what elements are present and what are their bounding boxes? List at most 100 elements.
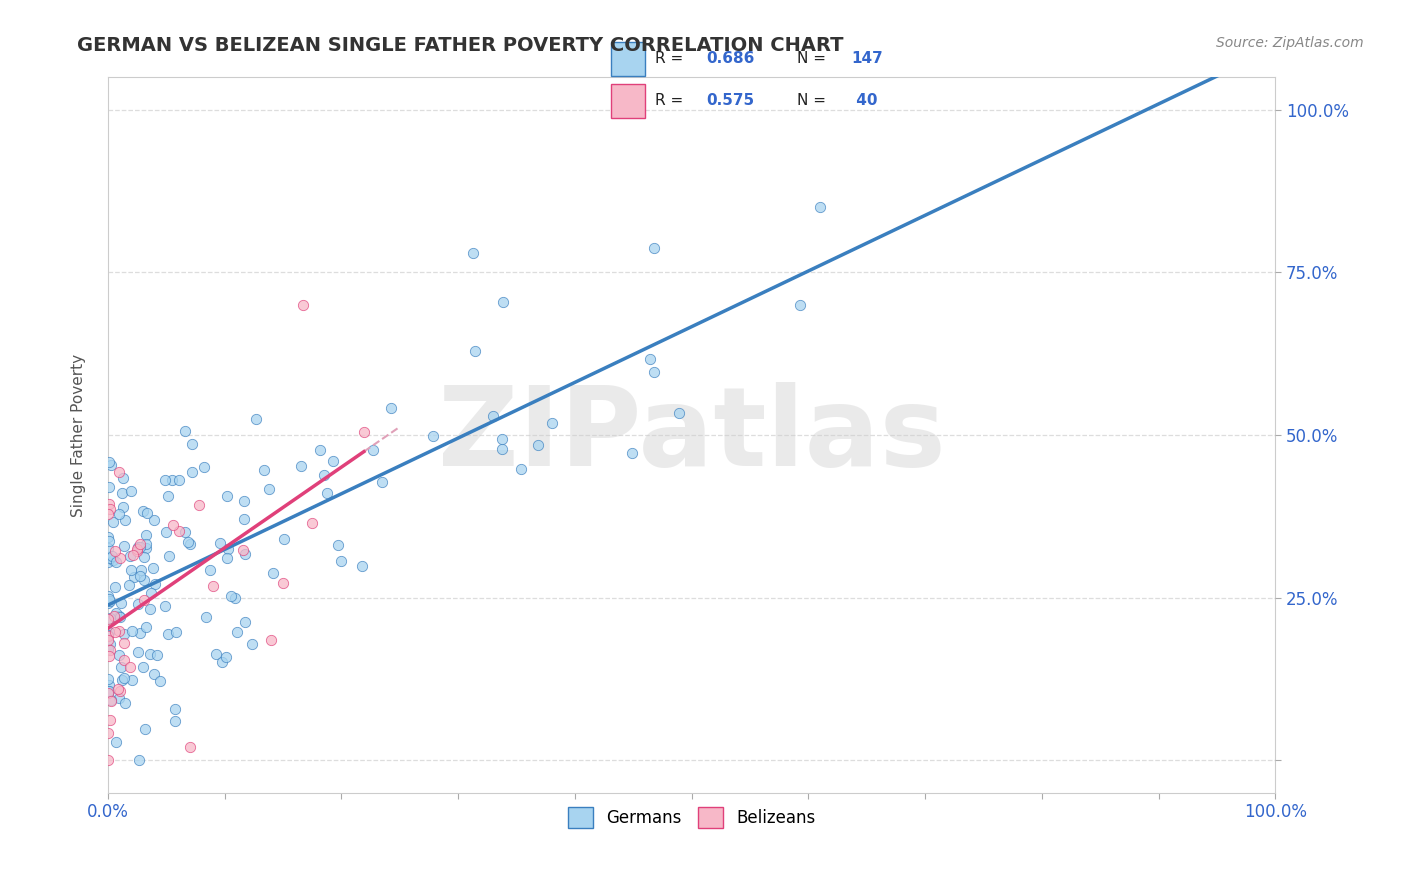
Point [100,694,122,708]
Point [97,612,120,626]
Text: GERMAN VS BELIZEAN SINGLE FATHER POVERTY CORRELATION CHART: GERMAN VS BELIZEAN SINGLE FATHER POVERTY… [77,36,844,54]
Text: ZIPatlas: ZIPatlas [437,382,945,489]
FancyBboxPatch shape [612,84,645,118]
Point [135,619,157,633]
Point [100,692,122,706]
Point [112,471,135,485]
Point [98,480,121,494]
Point [181,465,204,479]
Point [138,602,160,616]
Point [165,624,187,639]
Point [668,406,690,420]
Point [98,501,121,516]
Point [162,517,184,532]
Point [98,594,121,608]
Point [136,506,159,520]
Point [371,475,394,489]
Point [104,624,127,639]
Point [122,569,145,583]
Point [131,504,153,518]
Point [156,489,179,503]
Point [160,473,183,487]
Point [129,563,152,577]
Point [107,690,129,705]
Point [643,365,665,379]
Point [108,465,131,479]
Text: R =: R = [655,52,683,66]
Point [139,586,162,600]
Point [309,442,332,457]
Point [177,534,200,549]
Point [135,541,157,555]
Point [121,624,143,638]
Point [179,537,201,551]
Point [129,625,152,640]
Point [98,611,121,625]
Point [201,579,224,593]
Point [179,740,201,755]
Point [108,648,131,662]
Point [643,241,665,255]
Text: N =: N = [797,52,825,66]
Point [132,549,155,564]
Point [98,592,121,607]
Point [226,625,249,640]
Point [541,417,564,431]
Point [198,563,221,577]
Point [257,482,280,496]
Point [125,541,148,556]
Point [463,245,485,260]
Point [97,628,120,642]
Point [120,484,142,499]
Point [107,507,129,521]
Text: N =: N = [797,94,825,108]
Point [101,549,124,563]
Point [260,632,283,647]
Point [112,652,135,666]
Point [97,678,120,692]
Point [215,650,238,665]
Point [108,684,131,698]
Point [97,753,120,767]
Point [262,566,284,580]
Point [422,428,444,442]
Point [510,462,533,476]
Point [155,473,177,487]
Point [217,542,239,557]
Point [187,498,209,512]
Point [114,513,136,527]
Point [97,686,120,700]
Point [491,295,513,310]
Point [142,667,165,681]
Point [157,549,180,564]
Point [464,343,486,358]
Point [481,409,503,424]
Point [153,599,176,613]
Point [195,610,218,624]
Point [143,577,166,591]
Text: 0.575: 0.575 [706,94,754,108]
Point [232,543,254,558]
Point [98,497,121,511]
Point [127,645,149,659]
Point [97,684,120,698]
Point [98,455,121,469]
Point [110,550,132,565]
Point [128,537,150,551]
Point [127,540,149,554]
Point [135,537,157,551]
Point [97,533,120,548]
Point [97,555,120,569]
Point [97,726,120,740]
Point [132,660,155,674]
Point [103,608,125,623]
Point [155,524,177,539]
Point [163,701,186,715]
Point [97,541,120,555]
Point [134,722,156,736]
Point [129,569,152,583]
Point [139,647,162,661]
Point [114,696,136,710]
Point [105,735,128,749]
Point [97,633,120,648]
